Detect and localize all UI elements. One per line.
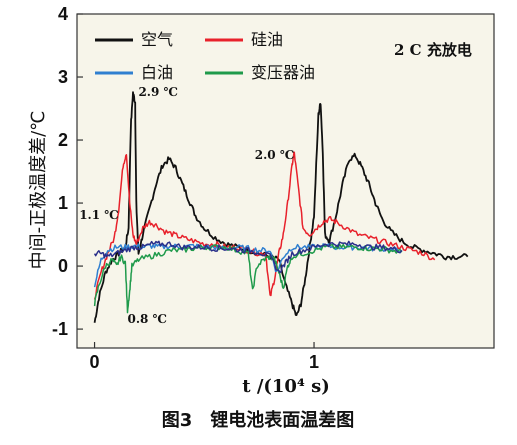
annotations: 2.9 ℃ 2.0 ℃ 1.1 ℃ 0.8 ℃	[79, 85, 294, 326]
legend-label-3: 变压器油	[251, 63, 315, 82]
y-tick-label-4: 3	[58, 67, 68, 87]
axis-layer: -1 0 1 2 3 4 0 1	[52, 4, 319, 372]
series-line-0	[93, 91, 469, 323]
annotation-1: 2.0 ℃	[255, 148, 294, 162]
y-tick-label-0: -1	[52, 319, 68, 339]
legend-label-0: 空气	[141, 30, 173, 49]
series-line-4	[93, 240, 403, 274]
x-tick-label-1: 1	[309, 352, 319, 372]
x-tick-label-0: 0	[90, 352, 100, 372]
y-tick-label-3: 2	[58, 130, 68, 150]
legend-label-1: 硅油	[251, 30, 283, 49]
y-tick-label-5: 4	[58, 4, 68, 24]
note-label: 2 C 充放电	[394, 41, 472, 59]
y-tick-label-2: 1	[58, 193, 68, 213]
series-layer	[93, 91, 469, 323]
annotation-0: 2.9 ℃	[138, 85, 177, 99]
x-axis-label: t /(10⁴ s)	[242, 376, 330, 397]
y-tick-label-1: 0	[58, 256, 68, 276]
plot-background	[76, 13, 495, 349]
series-line-1	[93, 151, 436, 300]
annotation-2: 1.1 ℃	[79, 208, 118, 222]
y-axis-label: 中间-正极温度差/℃	[28, 111, 49, 270]
legend-label-2: 白油	[141, 63, 173, 82]
figure-caption: 图3 锂电池表面温差图	[162, 409, 355, 431]
annotation-3: 0.8 ℃	[127, 312, 166, 326]
